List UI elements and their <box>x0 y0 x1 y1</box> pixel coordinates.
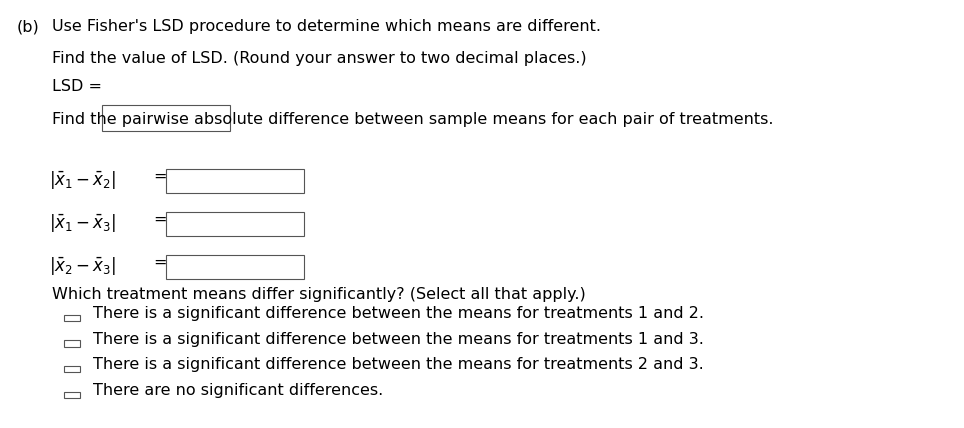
FancyBboxPatch shape <box>65 392 80 398</box>
Text: There is a significant difference between the means for treatments 1 and 2.: There is a significant difference betwee… <box>93 306 704 321</box>
Text: =: = <box>153 212 167 227</box>
Text: (b): (b) <box>17 19 40 34</box>
FancyBboxPatch shape <box>65 315 80 321</box>
Text: =: = <box>153 255 167 270</box>
FancyBboxPatch shape <box>102 105 230 131</box>
Text: $|\bar{x}_2 - \bar{x}_3|$: $|\bar{x}_2 - \bar{x}_3|$ <box>49 255 117 276</box>
Text: Find the pairwise absolute difference between sample means for each pair of trea: Find the pairwise absolute difference be… <box>52 112 774 127</box>
FancyBboxPatch shape <box>166 212 304 236</box>
Text: Find the value of LSD. (Round your answer to two decimal places.): Find the value of LSD. (Round your answe… <box>52 51 587 66</box>
Text: $|\bar{x}_1 - \bar{x}_2|$: $|\bar{x}_1 - \bar{x}_2|$ <box>49 169 117 191</box>
Text: Use Fisher's LSD procedure to determine which means are different.: Use Fisher's LSD procedure to determine … <box>52 19 602 34</box>
FancyBboxPatch shape <box>166 255 304 279</box>
FancyBboxPatch shape <box>65 340 80 347</box>
FancyBboxPatch shape <box>166 169 304 193</box>
Text: =: = <box>153 169 167 184</box>
Text: Which treatment means differ significantly? (Select all that apply.): Which treatment means differ significant… <box>52 287 586 302</box>
FancyBboxPatch shape <box>65 366 80 372</box>
Text: There is a significant difference between the means for treatments 2 and 3.: There is a significant difference betwee… <box>93 357 704 372</box>
Text: There is a significant difference between the means for treatments 1 and 3.: There is a significant difference betwee… <box>93 332 704 347</box>
Text: There are no significant differences.: There are no significant differences. <box>93 383 384 398</box>
Text: $|\bar{x}_1 - \bar{x}_3|$: $|\bar{x}_1 - \bar{x}_3|$ <box>49 212 117 234</box>
Text: LSD =: LSD = <box>52 79 102 94</box>
